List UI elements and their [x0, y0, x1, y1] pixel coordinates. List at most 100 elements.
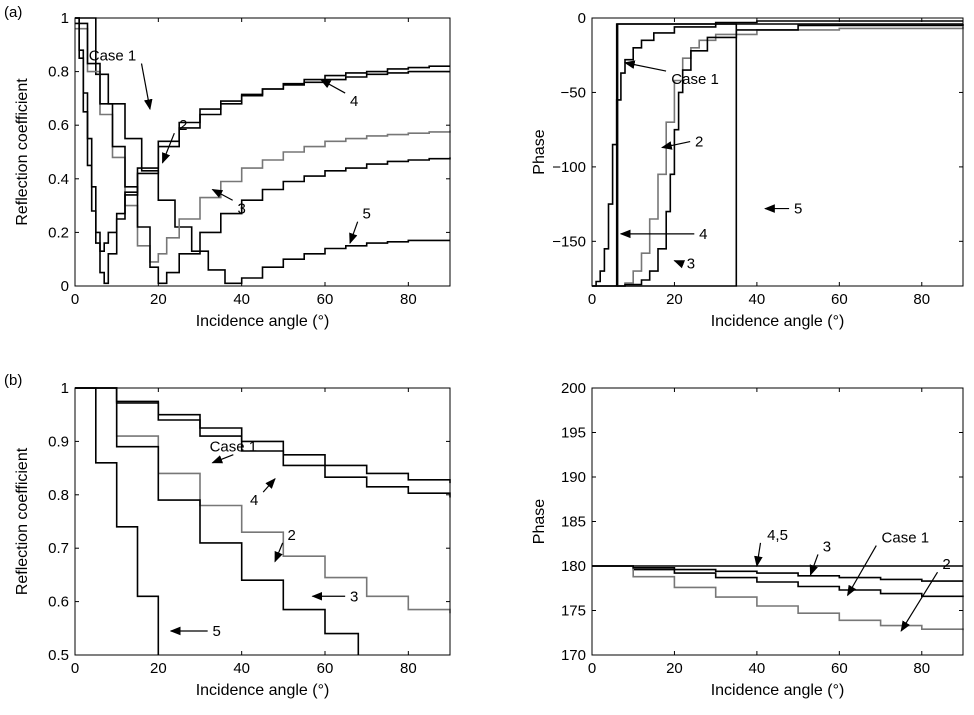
- x-tick-label: 20: [666, 291, 683, 308]
- panel-label-b: (b): [4, 372, 23, 389]
- x-tick-label: 0: [71, 291, 79, 308]
- y-tick-label: 190: [561, 469, 586, 486]
- annotation-label: 5: [362, 206, 370, 223]
- annotation-label: 2: [942, 556, 950, 573]
- y-axis-label-b-phase: Phase: [531, 499, 548, 544]
- y-tick-label: 195: [561, 425, 586, 442]
- y-tick-label: 180: [561, 558, 586, 575]
- x-tick-label: 80: [913, 291, 930, 308]
- annotation-label: 4: [250, 492, 258, 509]
- annotation-label: 5: [794, 201, 802, 218]
- annotation-label: Case 1: [882, 530, 930, 547]
- annotation-arrow: [661, 140, 691, 150]
- annotation-arrow: [900, 571, 939, 632]
- x-tick-label: 40: [233, 660, 250, 677]
- y-axis-label-a-phase: Phase: [531, 129, 548, 174]
- x-tick-label: 80: [913, 660, 930, 677]
- y-tick-label: 1: [61, 10, 69, 27]
- annotation-arrow: [274, 542, 284, 563]
- axes-frame-b-phase: [591, 387, 964, 656]
- y-tick-label: 0.6: [48, 117, 69, 134]
- y-tick-label: 0.4: [48, 171, 69, 188]
- series-2-line-a-phase: [592, 26, 964, 287]
- annotation-label: 4: [350, 93, 358, 110]
- annotation-label: Case 1: [89, 48, 137, 65]
- annotation-label: 3: [350, 588, 358, 605]
- x-tick-label: 20: [150, 291, 167, 308]
- y-tick-label: −100: [552, 159, 586, 176]
- x-tick-label: 40: [233, 291, 250, 308]
- series-4-line-b-reflection: [75, 387, 451, 498]
- x-tick-label: 60: [317, 660, 334, 677]
- axes-frame-b-reflection: [74, 387, 451, 656]
- annotation-label: 4,5: [767, 527, 788, 544]
- y-tick-label: 0.5: [48, 647, 69, 664]
- y-tick-label: −150: [552, 233, 586, 250]
- annotation-arrow: [623, 60, 667, 72]
- y-tick-label: 0.7: [48, 540, 69, 557]
- annotation-label: Case 1: [210, 439, 258, 456]
- series-case-1-line-a-phase: [592, 23, 963, 287]
- series-2-line-b-reflection: [75, 387, 451, 614]
- x-axis-label-b-reflection: Incidence angle (°): [196, 682, 330, 699]
- y-tick-label: 200: [561, 380, 586, 397]
- y-tick-label: 185: [561, 514, 586, 531]
- annotation-label: Case 1: [671, 71, 719, 88]
- annotation-arrow: [161, 132, 175, 164]
- series-case-1-line-b-reflection: [75, 387, 451, 484]
- y-tick-label: 0: [61, 278, 69, 295]
- annotation-label: 3: [687, 256, 695, 273]
- x-axis-label-b-phase: Incidence angle (°): [711, 682, 845, 699]
- x-tick-label: 60: [317, 291, 334, 308]
- x-tick-label: 0: [588, 291, 596, 308]
- x-tick-label: 80: [400, 660, 417, 677]
- annotation-arrow: [211, 454, 234, 464]
- annotation-label: 2: [695, 134, 703, 151]
- axes-frame-a-reflection: [74, 17, 451, 287]
- annotation-label: 4: [699, 226, 707, 243]
- series-3-line-a-reflection: [75, 22, 451, 285]
- y-tick-label: −50: [561, 84, 586, 101]
- x-tick-label: 40: [749, 660, 766, 677]
- annotation-label: 2: [287, 527, 295, 544]
- y-tick-label: 0.9: [48, 433, 69, 450]
- annotation-arrow: [349, 221, 359, 245]
- y-tick-label: 175: [561, 603, 586, 620]
- chart-a-phase: 0 20 40 60 80 −150 −100 −50 0 Incidence angle (°)…: [531, 10, 964, 330]
- annotation-arrow: [809, 554, 819, 576]
- x-tick-label: 60: [831, 291, 848, 308]
- x-tick-label: 40: [749, 291, 766, 308]
- annotation-label: 3: [823, 538, 831, 555]
- annotation-arrow: [754, 542, 763, 568]
- y-tick-label: 170: [561, 647, 586, 664]
- panel-label-a: (a): [4, 4, 23, 21]
- chart-b-reflection: 0 20 40 60 80 0.5 0.6 0.7 0.8 0.9 1 Incidence angle…: [14, 380, 451, 699]
- y-tick-label: 0.2: [48, 224, 69, 241]
- x-tick-label: 0: [588, 660, 596, 677]
- y-tick-label: 0.6: [48, 594, 69, 611]
- chart-a-reflection: 0 20 40 60 80 0 0.2 0.4 0.6 0.8 1 Incidence angle (…: [14, 10, 451, 330]
- annotation-arrow: [140, 63, 153, 111]
- axes-frame-a-phase: [591, 17, 964, 287]
- series-4-line-a-phase: [592, 20, 963, 287]
- x-tick-label: 20: [666, 660, 683, 677]
- annotation-label: 5: [212, 623, 220, 640]
- series-3-line-b-phase: [592, 565, 963, 582]
- y-axis-label-a-reflection: Reflection coefficient: [14, 78, 31, 226]
- series-3-line-a-phase: [592, 24, 964, 287]
- annotation-arrow: [211, 188, 233, 201]
- series-3-line-b-reflection: [75, 387, 360, 655]
- series-5-line-a-phase: [615, 23, 738, 287]
- y-tick-label: 0: [578, 10, 586, 27]
- x-tick-label: 20: [150, 660, 167, 677]
- y-tick-label: 0.8: [48, 64, 69, 81]
- x-tick-label: 80: [400, 291, 417, 308]
- annotation-arrow: [319, 79, 346, 94]
- series-5-line-a-reflection: [75, 17, 450, 252]
- annotation-arrow: [673, 260, 686, 269]
- annotation-arrow: [847, 545, 877, 597]
- y-tick-label: 1: [61, 380, 69, 397]
- y-tick-label: 0.8: [48, 487, 69, 504]
- annotation-label: 3: [237, 200, 245, 217]
